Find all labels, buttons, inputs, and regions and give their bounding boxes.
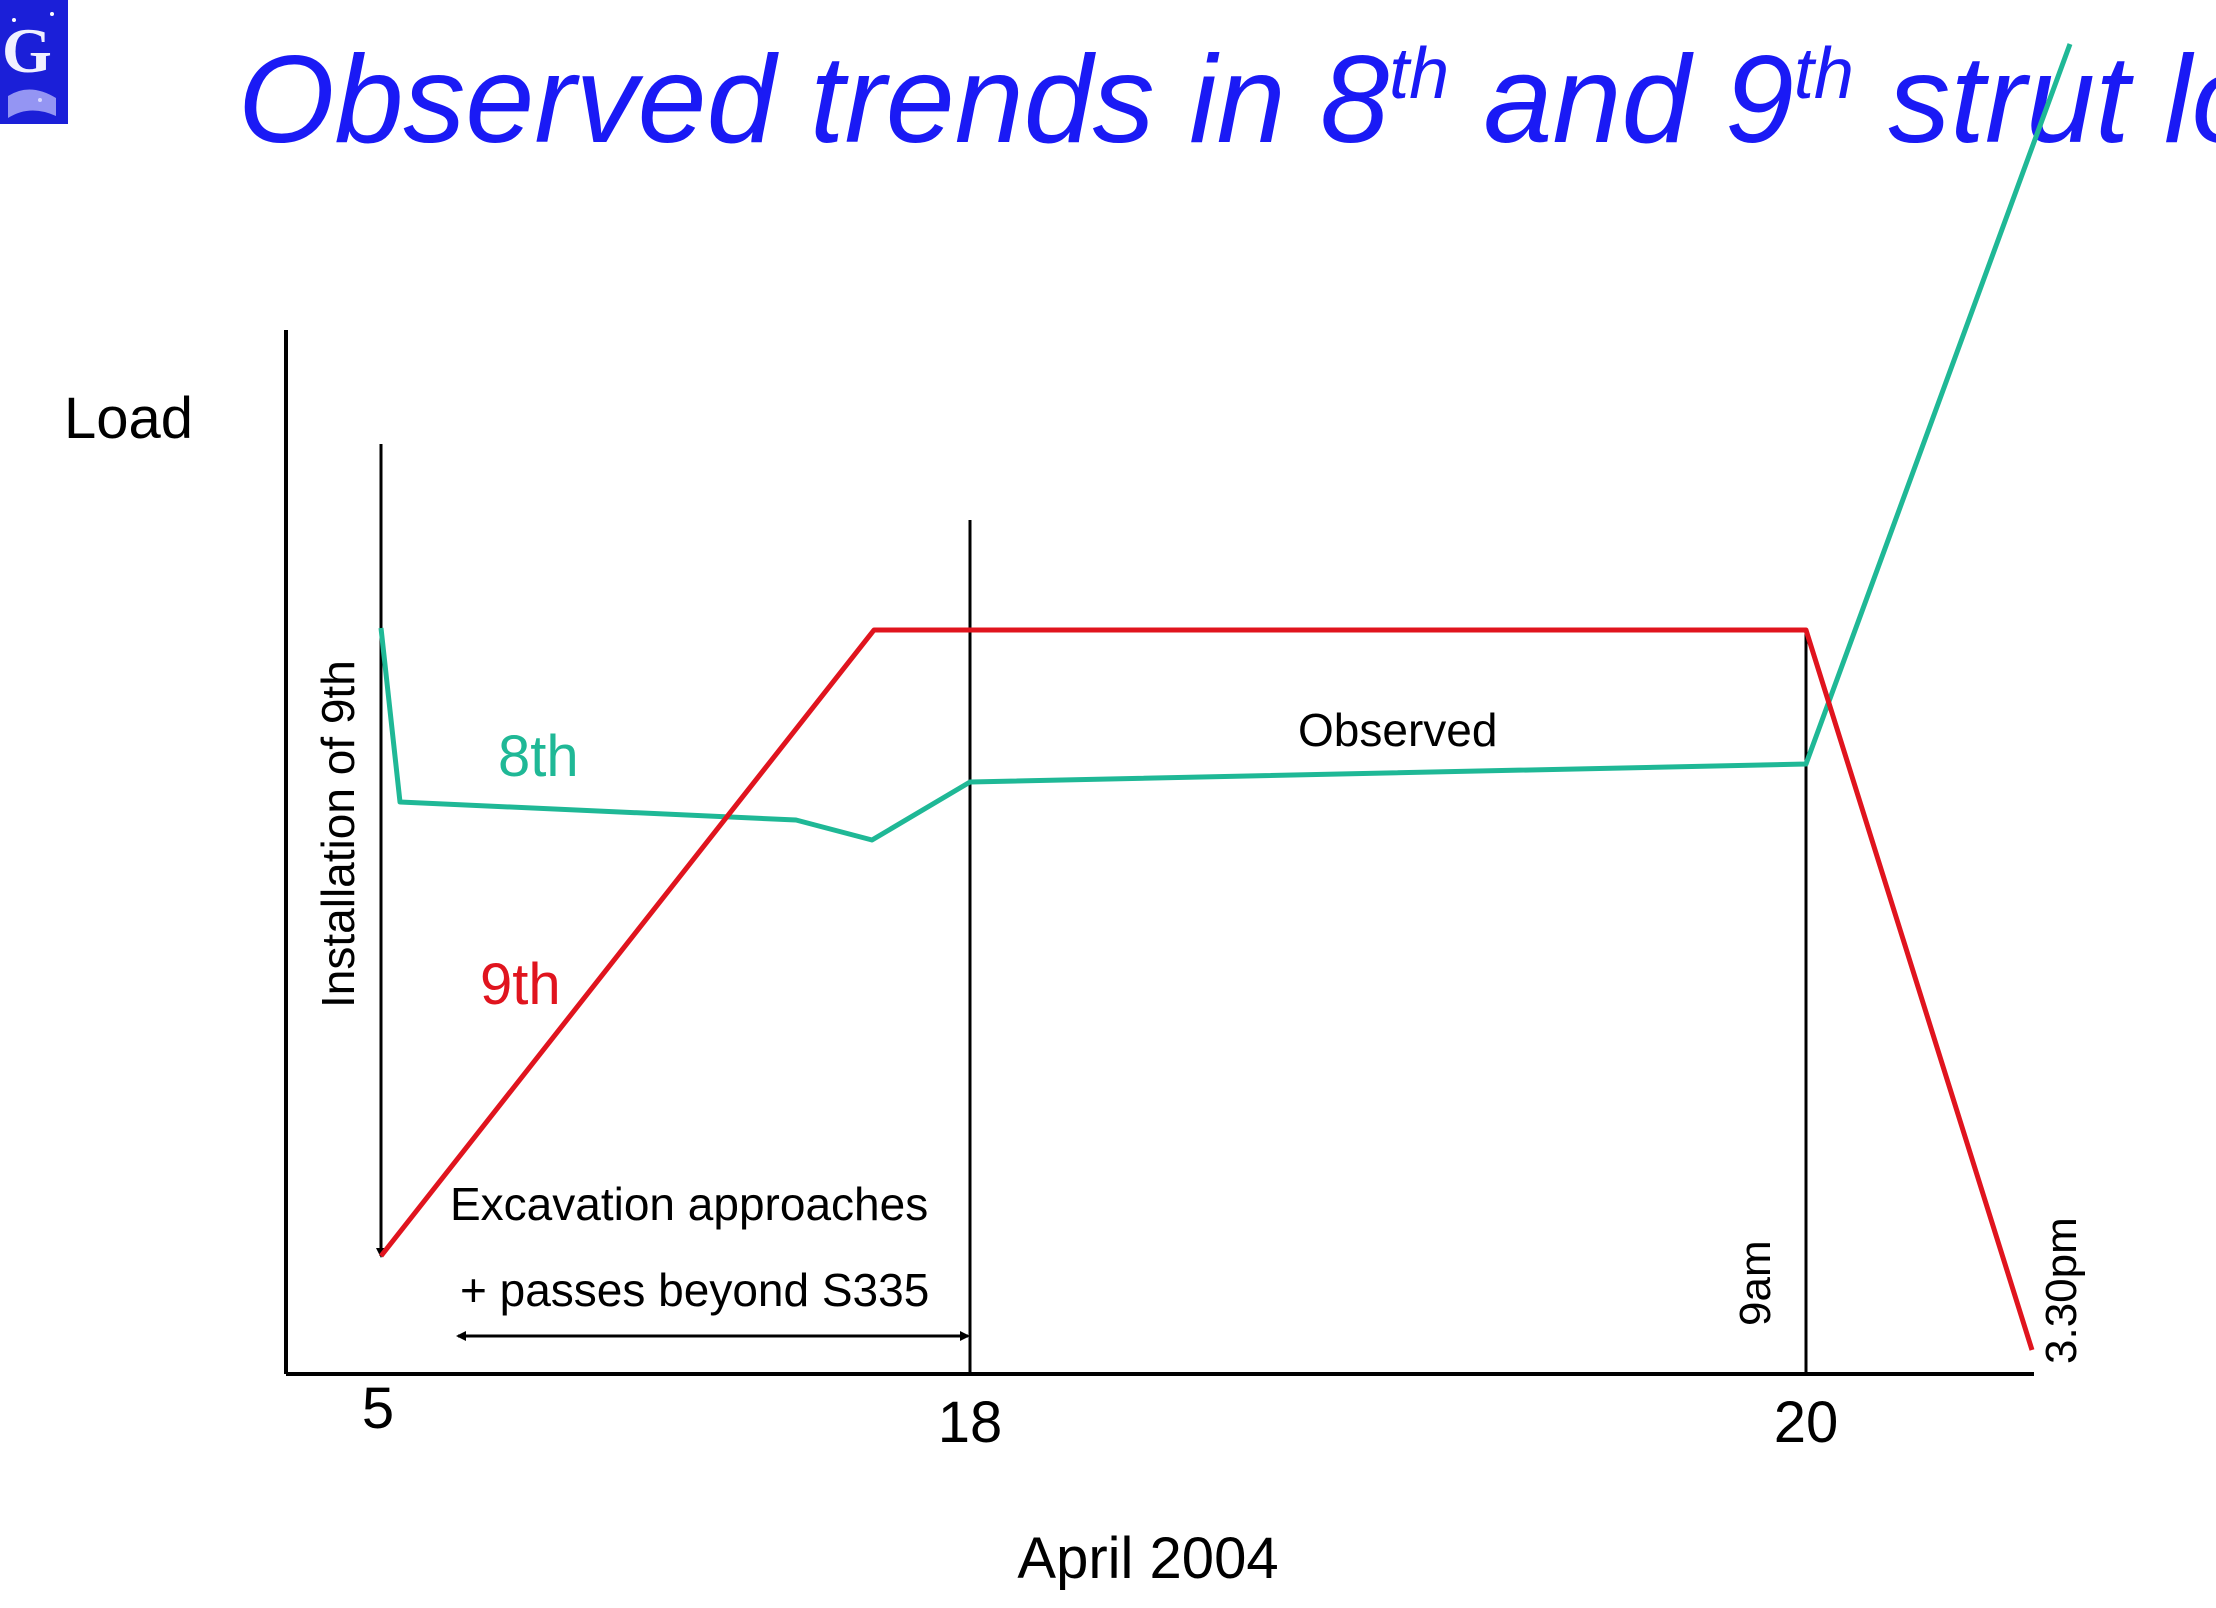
title-sup1: th [1389,34,1449,114]
series-line-9th [379,627,2035,1351]
x-tick-label: 18 [938,1390,1003,1455]
observed-label: Observed [1298,704,1497,756]
x-tick-labels: 5 18 20 [362,1376,1838,1455]
title-part2: and 9 [1449,31,1794,169]
series-label-9th: 9th [480,952,561,1017]
time-label-330pm: 3.30pm [2037,1217,2086,1364]
slide-title: Observed trends in 8th and 9th strut loa… [238,31,2216,169]
logo-letter: G [2,15,52,86]
reference-lines [968,520,1808,1374]
series [378,43,2073,1351]
axes [284,330,2034,1376]
installation-label: Installation of 9th [312,660,364,1008]
title-sup2: th [1794,34,1854,114]
x-tick-label: 5 [362,1376,394,1441]
series-label-8th: 8th [498,724,579,789]
excavation-label-line1: Excavation approaches [450,1178,928,1230]
y-axis-label: Load [64,386,193,451]
excavation-label-line2: + passes beyond S335 [460,1264,929,1316]
x-tick-label: 20 [1774,1390,1839,1455]
time-label-9am: 9am [1731,1240,1780,1326]
logo: G [0,0,68,124]
x-axis-label: April 2004 [1017,1526,1278,1591]
title-part3: strut loads [1854,31,2216,169]
series-line-8th [378,43,2073,843]
title-part1: Observed trends in 8 [238,31,1389,169]
